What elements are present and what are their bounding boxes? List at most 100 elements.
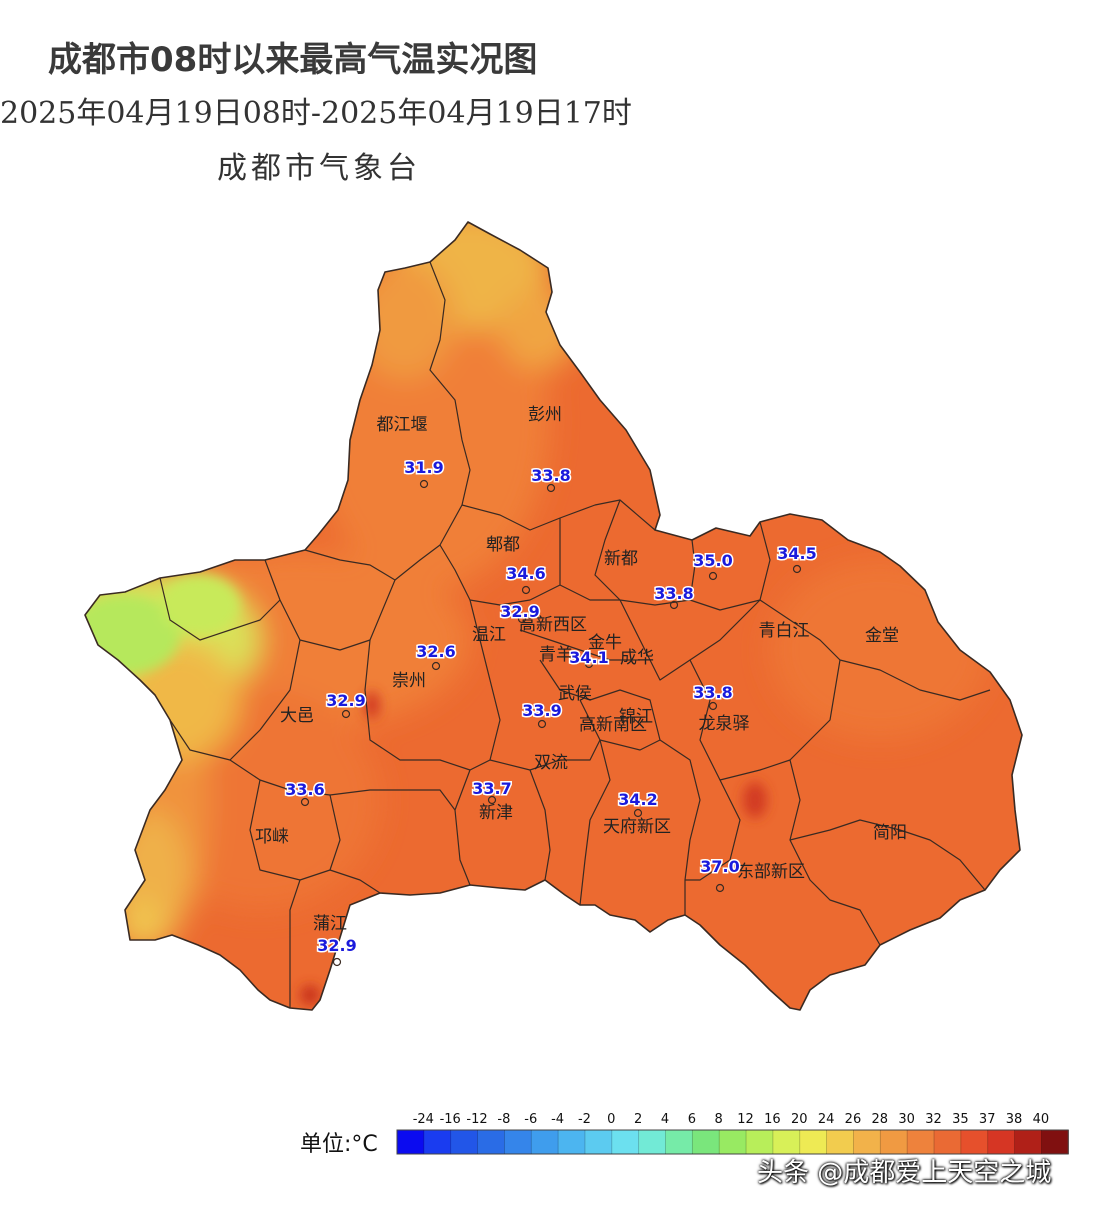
legend-tick-label: 30: [898, 1112, 915, 1127]
legend-swatch: [665, 1130, 693, 1154]
station-marker: [708, 701, 718, 711]
district-boundaries: [84, 221, 1023, 1011]
legend-swatch: [611, 1130, 640, 1154]
station-temperature: 32.9: [326, 691, 365, 710]
legend-swatch: [1014, 1130, 1042, 1154]
legend-tick-label: -2: [578, 1112, 591, 1127]
district-label: 东部新区: [737, 862, 805, 882]
district-label: 蒲江: [313, 914, 347, 934]
legend-swatch: [558, 1130, 586, 1154]
legend-tick-label: 20: [791, 1112, 808, 1127]
legend-tick-label: -6: [524, 1112, 537, 1127]
legend-swatch: [504, 1130, 532, 1154]
legend-tick-label: 35: [952, 1112, 969, 1127]
legend-tick-label: 6: [688, 1112, 696, 1127]
map-time-range: 2025年04月19日08时-2025年04月19日17时: [0, 96, 632, 131]
legend-tick-label: 0: [607, 1112, 615, 1127]
legend-swatch: [397, 1130, 425, 1154]
district-label: 温江: [472, 625, 506, 645]
district-label: 新津: [479, 803, 513, 823]
district-label: 邛崃: [255, 827, 289, 847]
station-marker: [332, 957, 342, 967]
station-temperature: 34.6: [506, 564, 545, 583]
map-source: 成都市气象台: [217, 151, 421, 186]
legend-swatch: [477, 1130, 505, 1154]
station-temperature: 34.5: [777, 544, 816, 563]
watermark: 头条 @成都爱上天空之城: [757, 1158, 1052, 1188]
station-marker: [341, 709, 351, 719]
station-marker: [431, 661, 441, 671]
legend-tick-label: 16: [764, 1112, 781, 1127]
legend-swatch: [692, 1130, 720, 1154]
legend-swatch: [584, 1130, 613, 1154]
station-marker: [708, 571, 718, 581]
district-label: 青羊: [539, 645, 573, 665]
legend-swatch: [1041, 1130, 1069, 1154]
station-temperature: 32.9: [500, 602, 539, 621]
legend-swatch: [960, 1130, 989, 1154]
station-marker: [300, 797, 310, 807]
legend-tick-label: 40: [1033, 1112, 1050, 1127]
color-legend: -24 -16 -12 -8 -6 -4 -2 0 2 4 6 8 12 16 20 24 26 28 30 32 35…: [396, 1112, 1069, 1155]
station-temperature: 33.9: [522, 701, 561, 720]
legend-swatch: [934, 1130, 962, 1154]
station-marker: [487, 795, 497, 805]
legend-swatch: [853, 1130, 881, 1154]
legend-tick-label: -12: [466, 1112, 487, 1127]
legend-tick-label: 8: [715, 1112, 723, 1127]
station-temperature: 35.0: [693, 551, 732, 570]
station-temperature: 34.2: [618, 790, 657, 809]
station-marker: [521, 585, 531, 595]
district-label: 都江堰: [377, 415, 428, 435]
district-label: 崇州: [392, 671, 426, 691]
station-temperature: 32.9: [317, 936, 356, 955]
legend-tick-label: 38: [1006, 1112, 1023, 1127]
district-label: 天府新区: [603, 817, 671, 837]
legend-tick-label: 26: [845, 1112, 862, 1127]
district-label: 彭州: [528, 405, 562, 425]
station-marker: [584, 659, 594, 669]
district-label: 龙泉驿: [699, 714, 750, 734]
legend-tick-label: -16: [440, 1112, 461, 1127]
station-marker: [669, 600, 679, 610]
legend-tick-label: -24: [413, 1112, 434, 1127]
legend-swatch: [799, 1130, 828, 1154]
legend-tick-label: 24: [818, 1112, 835, 1127]
station-temperature: 31.9: [404, 458, 443, 477]
district-label: 新都: [604, 549, 638, 569]
station-marker: [546, 483, 556, 493]
legend-swatch: [987, 1130, 1016, 1154]
station-marker: [633, 808, 643, 818]
district-label: 锦江: [619, 707, 653, 727]
legend-tick-label: 12: [737, 1112, 754, 1127]
station-marker: [517, 614, 527, 624]
district-label: 金牛: [588, 633, 622, 653]
district-label: 金堂: [865, 626, 899, 646]
legend-swatch: [746, 1130, 774, 1154]
legend-swatch: [826, 1130, 854, 1154]
legend-swatch: [531, 1130, 559, 1154]
station-temperature: 37.0: [700, 857, 739, 876]
legend-unit: 单位:°C: [300, 1132, 378, 1157]
legend-tick-label: 4: [661, 1112, 669, 1127]
station-temperature: 33.7: [472, 779, 511, 798]
station-marker: [792, 564, 802, 574]
district-label: 郫都: [486, 535, 520, 555]
legend-tick-label: -4: [551, 1112, 564, 1127]
station-temperature: 34.1: [569, 648, 608, 667]
district-label: 双流: [534, 753, 568, 773]
legend-tick-label: 2: [634, 1112, 642, 1127]
station-temperature: 33.8: [693, 683, 732, 702]
legend-swatch: [907, 1130, 935, 1154]
legend-swatch: [880, 1130, 908, 1154]
legend-swatch: [638, 1130, 666, 1154]
map-title: 成都市08时以来最高气温实况图: [48, 40, 538, 80]
legend-tick-label: 32: [925, 1112, 942, 1127]
legend-tick-label: 28: [872, 1112, 889, 1127]
legend-swatch: [450, 1130, 479, 1154]
legend-swatch: [719, 1130, 747, 1154]
district-label: 大邑: [280, 706, 314, 726]
station-marker: [537, 719, 547, 729]
legend-swatch: [423, 1130, 452, 1154]
